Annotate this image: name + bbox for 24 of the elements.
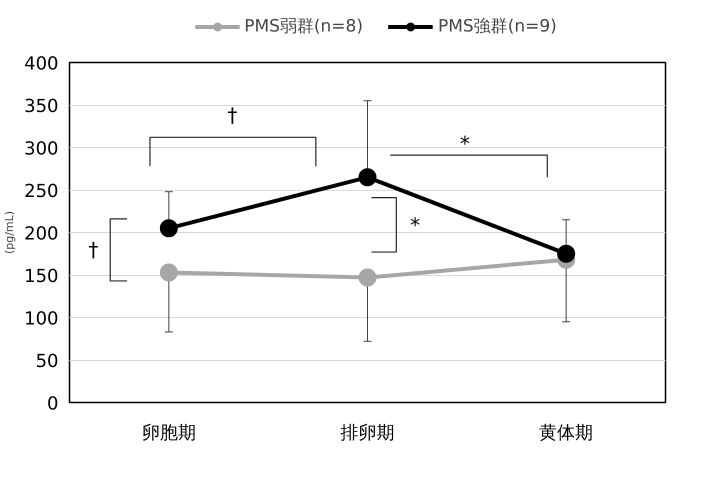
y-tick-label: 250: [24, 181, 59, 202]
point: [160, 219, 178, 238]
point: [358, 268, 376, 287]
legend-label: PMS強群(n=9): [438, 16, 557, 38]
annotation: *: [460, 131, 470, 156]
point: [557, 244, 576, 263]
y-axis-title: (pg/mL): [3, 210, 16, 254]
y-tick-label: 200: [24, 224, 59, 244]
legend-label: PMS弱群(n=8): [244, 16, 363, 38]
x-tick-label: 卵胞期: [142, 422, 196, 444]
point: [160, 263, 178, 282]
y-tick-label: 350: [24, 96, 59, 117]
annotation: †: [88, 238, 98, 262]
point: [358, 168, 376, 186]
y-tick-label: 100: [24, 308, 59, 330]
x-tick-label: 排卵期: [340, 422, 394, 444]
y-tick-label: 150: [24, 266, 59, 287]
y-tick-label: 50: [36, 351, 58, 372]
y-tick-label: 300: [24, 138, 59, 160]
annotation: *: [410, 212, 420, 237]
x-tick-label: 黄体期: [539, 422, 594, 444]
y-tick-label: 400: [24, 54, 59, 74]
annotation: †: [227, 103, 238, 128]
y-tick-label: 0: [47, 394, 58, 414]
